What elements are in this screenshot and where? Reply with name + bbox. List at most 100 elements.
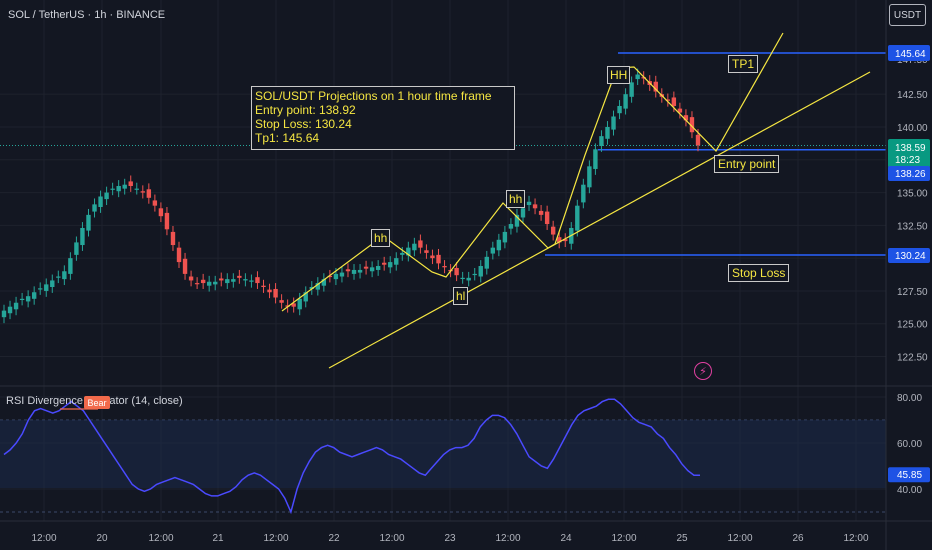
candle xyxy=(363,266,369,269)
time-tick-label: 23 xyxy=(444,533,456,544)
candle xyxy=(110,188,115,190)
rsi-tick-label: 60.00 xyxy=(897,439,922,450)
candle xyxy=(50,280,55,288)
price-axis: 122.50125.00127.50130.00132.50135.00137.… xyxy=(888,45,930,364)
candle xyxy=(430,255,435,259)
entry-price-badge-bg xyxy=(888,166,930,181)
candle xyxy=(146,189,152,198)
candle xyxy=(309,287,314,289)
entry-point-label[interactable]: Entry point xyxy=(714,155,780,173)
candle xyxy=(13,302,19,310)
yellow-drawings xyxy=(281,32,871,369)
hh-label-1[interactable]: hh xyxy=(371,229,391,247)
candle xyxy=(695,134,701,146)
candle xyxy=(563,239,568,242)
candle xyxy=(617,105,622,114)
candle xyxy=(496,239,502,251)
candle xyxy=(526,201,532,206)
candle xyxy=(128,181,133,187)
candle xyxy=(80,227,85,246)
candle xyxy=(176,247,182,263)
current-price-label: 138.59 xyxy=(895,143,926,154)
candle xyxy=(140,191,145,193)
candle xyxy=(436,254,441,264)
candle xyxy=(315,283,321,290)
candle xyxy=(484,256,489,269)
projection-line-4: Tp1: 145.64 xyxy=(255,131,320,145)
candle xyxy=(170,231,176,246)
candle xyxy=(641,77,646,79)
candle xyxy=(333,273,339,280)
candle xyxy=(116,186,121,192)
candle xyxy=(593,149,598,169)
candle xyxy=(418,240,423,248)
rsi-band xyxy=(0,420,886,488)
candle xyxy=(285,305,290,307)
price-tick-label: 140.00 xyxy=(897,123,928,134)
time-tick-label: 12:00 xyxy=(611,533,636,544)
candle xyxy=(249,280,254,282)
candle xyxy=(514,214,520,227)
current-price-badge-bg-block-bg xyxy=(888,139,930,168)
time-tick-label: 21 xyxy=(212,533,224,544)
price-tick-label: 122.50 xyxy=(897,353,928,364)
candle xyxy=(400,252,405,255)
price-tick-label: 132.50 xyxy=(897,221,928,232)
candle xyxy=(394,258,399,265)
rsi-tick-label: 80.00 xyxy=(897,393,922,404)
rsi-current-label: 45.85 xyxy=(897,470,922,481)
time-axis: 12:00 20 12:00 21 12:00 22 12:00 23 12:00 24 12:00… xyxy=(31,533,868,544)
hh-label-2[interactable]: hh xyxy=(506,190,526,208)
entry-price-badge: 138.26 xyxy=(895,169,926,180)
candle xyxy=(68,258,73,274)
trendline xyxy=(328,71,871,369)
candle xyxy=(478,266,483,277)
time-tick-label: 22 xyxy=(328,533,340,544)
candle xyxy=(381,262,387,265)
candle xyxy=(466,277,471,281)
projection-line-3: Stop Loss: 130.24 xyxy=(255,117,352,131)
candle xyxy=(357,269,363,273)
lightning-icon[interactable]: ⚡ xyxy=(694,362,712,380)
candle xyxy=(538,210,544,215)
candle xyxy=(31,292,37,299)
candle xyxy=(599,136,604,146)
candle xyxy=(303,292,308,302)
time-tick-label: 12:00 xyxy=(379,533,404,544)
candle xyxy=(19,298,25,301)
tp1-label[interactable]: TP1 xyxy=(728,55,759,73)
candle xyxy=(56,276,61,278)
candle xyxy=(267,289,272,293)
time-tick-label: 12:00 xyxy=(495,533,520,544)
rsi-current-badge-bg xyxy=(888,467,930,483)
countdown-label: 18:23 xyxy=(895,155,920,166)
candle xyxy=(188,276,194,281)
candle xyxy=(243,279,248,281)
projection-note[interactable]: SOL/USDT Projections on 1 hour time fram… xyxy=(251,86,515,150)
candle xyxy=(321,279,327,286)
candle xyxy=(532,204,538,209)
rsi-tick-label: 40.00 xyxy=(897,485,922,496)
candle xyxy=(225,279,230,284)
hl-label[interactable]: hl xyxy=(453,287,469,305)
candle xyxy=(92,204,97,212)
candle xyxy=(490,247,496,254)
time-tick-label: 20 xyxy=(96,533,108,544)
stop-loss-label[interactable]: Stop Loss xyxy=(728,264,790,282)
candle xyxy=(261,285,266,288)
candle xyxy=(182,258,188,274)
time-tick-label: 26 xyxy=(792,533,804,544)
hh-upper-label[interactable]: HH xyxy=(607,66,631,84)
candle xyxy=(611,116,616,130)
candle xyxy=(327,275,333,278)
candle xyxy=(665,99,671,101)
candle xyxy=(388,262,393,268)
candle xyxy=(297,298,302,310)
candle xyxy=(345,269,351,272)
candle xyxy=(273,288,278,298)
currency-button[interactable]: USDT xyxy=(889,4,926,26)
candle xyxy=(424,250,429,253)
candle xyxy=(237,275,242,278)
candle xyxy=(279,300,284,303)
